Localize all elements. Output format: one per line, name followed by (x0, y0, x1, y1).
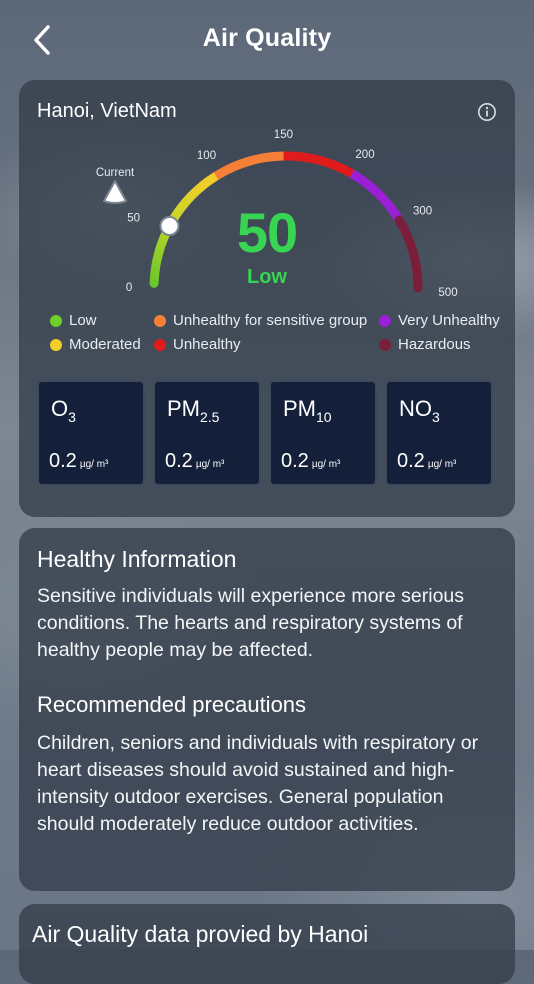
health-info-text: Sensitive individuals will experience mo… (37, 585, 465, 661)
gauge-tick-label: 200 (355, 149, 374, 161)
legend-dot-unhealthy-sensitive (154, 314, 166, 327)
precautions-title: Recommended precautions (37, 692, 307, 717)
pollutant-name: PM10 (283, 396, 332, 425)
aqi-value: 50 (236, 201, 298, 264)
legend-dot-low (50, 314, 62, 327)
precautions-text: Children, seniors and individuals with r… (37, 732, 479, 835)
pollutant-card-no3[interactable]: NO3 0.2 µg/ m³ (385, 380, 493, 486)
chevron-left-icon (34, 25, 50, 55)
info-circle-icon (478, 103, 496, 121)
pollutant-value: 0.2 µg/ m³ (165, 450, 225, 472)
legend-item-very-unhealthy: Very Unhealthy (379, 312, 500, 329)
legend-item-hazardous: Hazardous (379, 336, 471, 353)
pollutant-value: 0.2 µg/ m³ (281, 450, 341, 472)
legend-item-unhealthy: Unhealthy (154, 336, 241, 353)
pollutant-list: O3 0.2 µg/ m³ PM2.5 0.2 µg/ m³ PM10 0.2 µg/… (37, 380, 497, 486)
page-title: Air Quality (202, 24, 332, 52)
pollutant-name: PM2.5 (167, 396, 220, 425)
legend-dot-very-unhealthy (379, 314, 391, 327)
data-source-title: Air Quality data provied by Hanoi (32, 921, 369, 947)
gauge-arc-hazardous (394, 215, 423, 293)
info-button[interactable] (477, 102, 497, 122)
gauge-tick-label: 500 (438, 287, 457, 299)
legend-dot-unhealthy (154, 338, 166, 351)
gauge-tick-label: 50 (127, 213, 140, 225)
pollutant-card-o3[interactable]: O3 0.2 µg/ m³ (37, 380, 145, 486)
gauge-arc-unhealthy (283, 151, 355, 178)
legend-dot-hazardous (379, 338, 391, 351)
back-button[interactable] (24, 22, 60, 58)
legend-item-low: Low (50, 312, 97, 329)
pollutant-value: 0.2 µg/ m³ (397, 450, 457, 472)
aqi-legend: Low Moderated Unhealthy for sensitive gr… (19, 312, 515, 362)
aqi-gauge: 0 50 100 150 200 300 500 Current (96, 129, 458, 299)
location-label: Hanoi, VietNam (37, 100, 177, 122)
gauge-arc-sensitive (213, 151, 284, 180)
pollutant-name: NO3 (399, 396, 440, 425)
pollutant-card-pm10[interactable]: PM10 0.2 µg/ m³ (269, 380, 377, 486)
pollutant-value: 0.2 µg/ m³ (49, 450, 109, 472)
pollutant-card-pm25[interactable]: PM2.5 0.2 µg/ m³ (153, 380, 261, 486)
gauge-arc-very-unhealthy (349, 169, 404, 223)
health-info-title: Healthy Information (37, 546, 237, 572)
health-info-card: Healthy Information Sensitive individual… (19, 528, 515, 891)
gauge-current-label: Current (96, 167, 135, 179)
aqi-category: Low (247, 266, 287, 288)
top-bar: Air Quality (0, 0, 534, 80)
gauge-tick-label: 100 (197, 150, 216, 162)
gauge-current-pointer (103, 180, 127, 204)
data-source-card: Air Quality data provied by Hanoi (19, 904, 515, 984)
legend-item-moderated: Moderated (50, 336, 141, 353)
gauge-current-knob (159, 216, 180, 236)
gauge-tick-label: 300 (413, 206, 432, 218)
gauge-tick-label: 0 (126, 282, 132, 294)
gauge-tick-label: 150 (274, 129, 293, 141)
legend-item-unhealthy-sensitive: Unhealthy for sensitive group (154, 312, 367, 329)
air-quality-card: Hanoi, VietNam 0 50 100 150 200 300 500 Curren… (19, 80, 515, 517)
pollutant-name: O3 (51, 396, 76, 425)
legend-dot-moderated (50, 338, 62, 351)
